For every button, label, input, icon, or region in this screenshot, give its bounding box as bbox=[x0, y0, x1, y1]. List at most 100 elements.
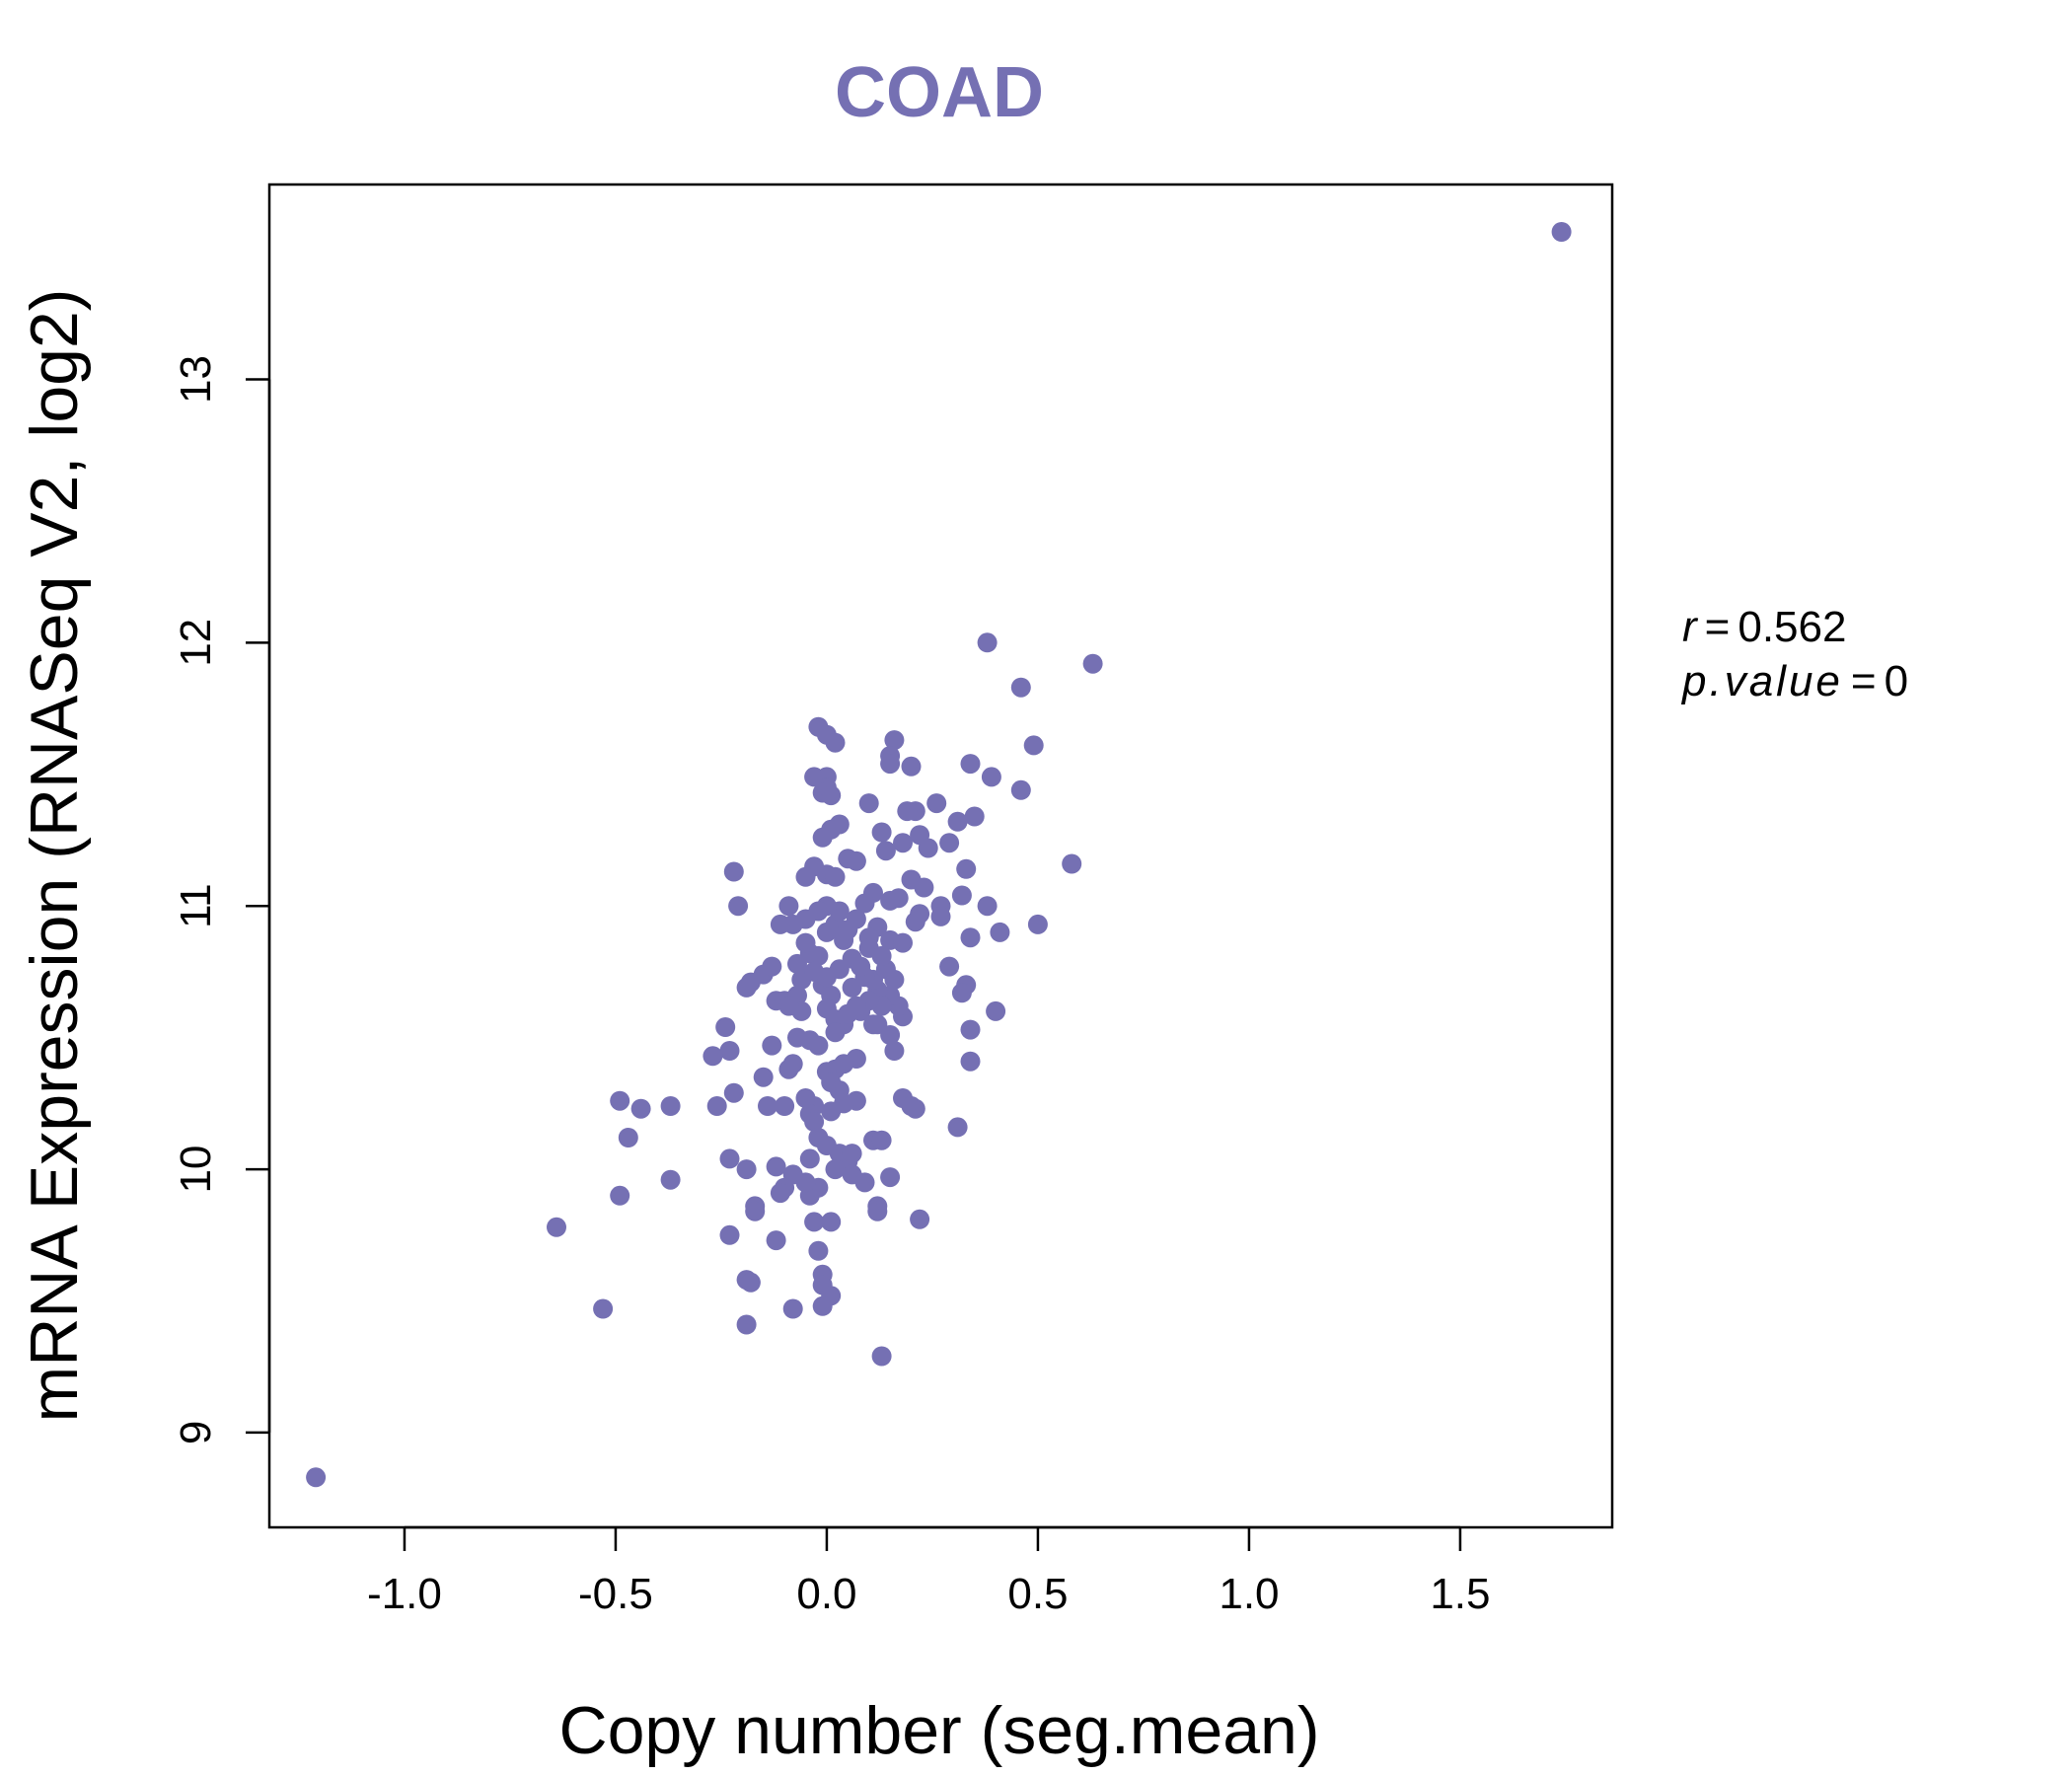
data-point bbox=[888, 888, 909, 909]
data-point bbox=[745, 1201, 766, 1221]
data-point bbox=[770, 1183, 790, 1204]
data-point bbox=[947, 811, 968, 832]
data-point bbox=[947, 1117, 968, 1138]
data-point bbox=[766, 1156, 786, 1177]
data-point bbox=[977, 632, 998, 653]
data-point bbox=[610, 1185, 630, 1206]
data-point bbox=[905, 912, 925, 932]
data-point bbox=[719, 1148, 740, 1169]
data-point bbox=[306, 1467, 327, 1488]
data-point bbox=[846, 909, 866, 929]
y-tick-label: 10 bbox=[172, 1146, 220, 1194]
data-point bbox=[736, 1159, 757, 1180]
data-point bbox=[762, 956, 782, 977]
data-point bbox=[808, 945, 829, 966]
data-point bbox=[1010, 677, 1031, 698]
data-point bbox=[842, 1144, 862, 1164]
data-point bbox=[812, 1295, 833, 1316]
data-point bbox=[880, 1167, 901, 1188]
data-point bbox=[858, 793, 879, 814]
y-tick-label: 11 bbox=[172, 883, 220, 928]
x-axis-label: Copy number (seg.mean) bbox=[558, 1693, 1319, 1768]
y-axis-label: mRNA Expression (RNASeq V2, log2) bbox=[17, 289, 92, 1423]
data-point bbox=[926, 793, 947, 814]
data-point bbox=[846, 996, 866, 1016]
data-point bbox=[901, 1096, 922, 1116]
data-point bbox=[825, 732, 846, 753]
data-point bbox=[990, 922, 1010, 942]
data-point bbox=[1062, 853, 1082, 874]
data-point bbox=[884, 730, 905, 751]
data-point bbox=[766, 1230, 786, 1251]
data-point bbox=[762, 1035, 782, 1056]
data-point bbox=[825, 1159, 846, 1180]
y-tick-label: 9 bbox=[172, 1421, 220, 1444]
r-equals: = bbox=[1705, 603, 1731, 651]
data-point bbox=[939, 956, 960, 977]
data-point bbox=[960, 1051, 981, 1072]
data-point bbox=[736, 1314, 757, 1335]
data-point bbox=[799, 1148, 820, 1169]
data-point bbox=[918, 838, 938, 858]
data-point bbox=[825, 866, 846, 887]
data-point bbox=[851, 956, 871, 977]
y-tick-label: 13 bbox=[172, 355, 220, 404]
data-point bbox=[1551, 222, 1572, 242]
x-tick-label: 1.0 bbox=[1219, 1570, 1279, 1618]
data-point bbox=[753, 1067, 774, 1087]
data-point bbox=[880, 1025, 901, 1045]
data-point bbox=[795, 932, 816, 953]
data-point bbox=[660, 1169, 681, 1190]
data-point bbox=[821, 1212, 842, 1232]
data-point bbox=[867, 1201, 888, 1221]
data-point bbox=[715, 1017, 736, 1037]
data-point bbox=[593, 1298, 614, 1319]
data-point bbox=[981, 767, 1001, 787]
x-tick-label: 0.0 bbox=[796, 1570, 856, 1618]
data-point bbox=[618, 1128, 638, 1147]
data-point bbox=[719, 1041, 740, 1061]
data-point bbox=[880, 754, 901, 775]
data-point bbox=[884, 969, 905, 990]
data-point bbox=[846, 851, 866, 871]
data-point bbox=[854, 893, 875, 914]
x-axis: -1.0 -0.5 0.0 0.5 1.0 1.5 bbox=[367, 1525, 1491, 1618]
data-point bbox=[719, 1224, 740, 1245]
p-value: 0 bbox=[1885, 657, 1908, 705]
data-point bbox=[875, 841, 896, 861]
data-point bbox=[986, 1000, 1006, 1021]
data-point bbox=[854, 1172, 875, 1193]
data-point bbox=[728, 896, 749, 917]
scatter-points bbox=[306, 222, 1572, 1488]
data-point bbox=[871, 1346, 892, 1367]
x-tick-label: -0.5 bbox=[578, 1570, 653, 1618]
data-point bbox=[703, 1046, 723, 1067]
data-point bbox=[871, 1130, 892, 1150]
r-label: r bbox=[1682, 603, 1699, 651]
x-tick-label: 1.5 bbox=[1430, 1570, 1490, 1618]
data-point bbox=[770, 914, 790, 934]
p-statistic: p.value = 0 bbox=[1680, 657, 1908, 705]
data-point bbox=[1082, 653, 1103, 674]
y-tick-label: 12 bbox=[172, 619, 220, 667]
data-point bbox=[782, 1298, 803, 1319]
data-point bbox=[871, 822, 892, 843]
data-point bbox=[547, 1217, 566, 1237]
data-point bbox=[956, 858, 977, 879]
data-point bbox=[821, 785, 842, 806]
data-point bbox=[825, 1022, 846, 1043]
data-point bbox=[893, 833, 913, 853]
data-point bbox=[775, 1096, 795, 1116]
data-point bbox=[829, 959, 850, 980]
data-point bbox=[842, 977, 862, 998]
r-statistic: r = 0.562 bbox=[1682, 603, 1846, 651]
data-point bbox=[782, 1054, 803, 1074]
data-point bbox=[901, 756, 922, 777]
data-point bbox=[893, 932, 913, 953]
data-point bbox=[723, 861, 744, 882]
data-point bbox=[914, 877, 934, 898]
data-point bbox=[939, 833, 960, 853]
p-equals: = bbox=[1851, 657, 1877, 705]
data-point bbox=[778, 896, 799, 917]
data-point bbox=[960, 1019, 981, 1040]
